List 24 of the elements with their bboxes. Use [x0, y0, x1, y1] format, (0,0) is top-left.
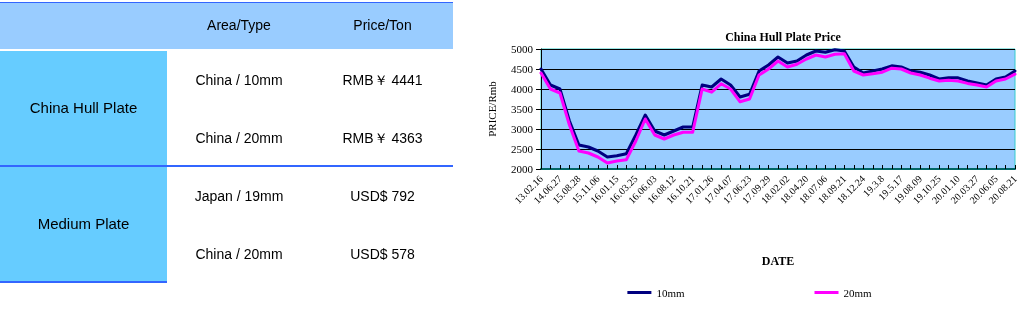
y-axis-title: PRICE/Rmb	[485, 80, 498, 137]
text: China / 20mm	[194, 129, 284, 148]
text: China / 20mm	[194, 245, 284, 264]
text: RMB￥ 4441	[341, 71, 424, 90]
legend-label: 10mm	[656, 286, 685, 299]
y-tick-label: 5000	[511, 43, 534, 55]
y-tick-label: 3500	[511, 103, 534, 115]
text: USD$ 578	[349, 245, 416, 264]
text: Japan / 19mm	[193, 187, 285, 206]
y-tick-label: 4000	[511, 83, 534, 95]
x-axis-title: DATE	[761, 254, 795, 268]
text: USD$ 792	[349, 187, 416, 206]
y-tick-label: 3000	[511, 123, 534, 135]
y-tick-label: 4500	[511, 63, 534, 75]
y-tick-label: 2500	[511, 143, 534, 155]
text: China / 10mm	[194, 71, 284, 90]
y-tick-label: 2000	[511, 163, 534, 175]
legend-label: 20mm	[843, 286, 873, 299]
chart-title: China Hull Plate Price	[725, 30, 842, 44]
category-label: Area/Type	[206, 16, 272, 35]
category-label: Medium Plate	[37, 215, 130, 232]
text: RMB￥ 4363	[341, 129, 424, 148]
category-label: Price/Ton	[352, 16, 413, 35]
category-label: China Hull Plate	[29, 99, 138, 116]
